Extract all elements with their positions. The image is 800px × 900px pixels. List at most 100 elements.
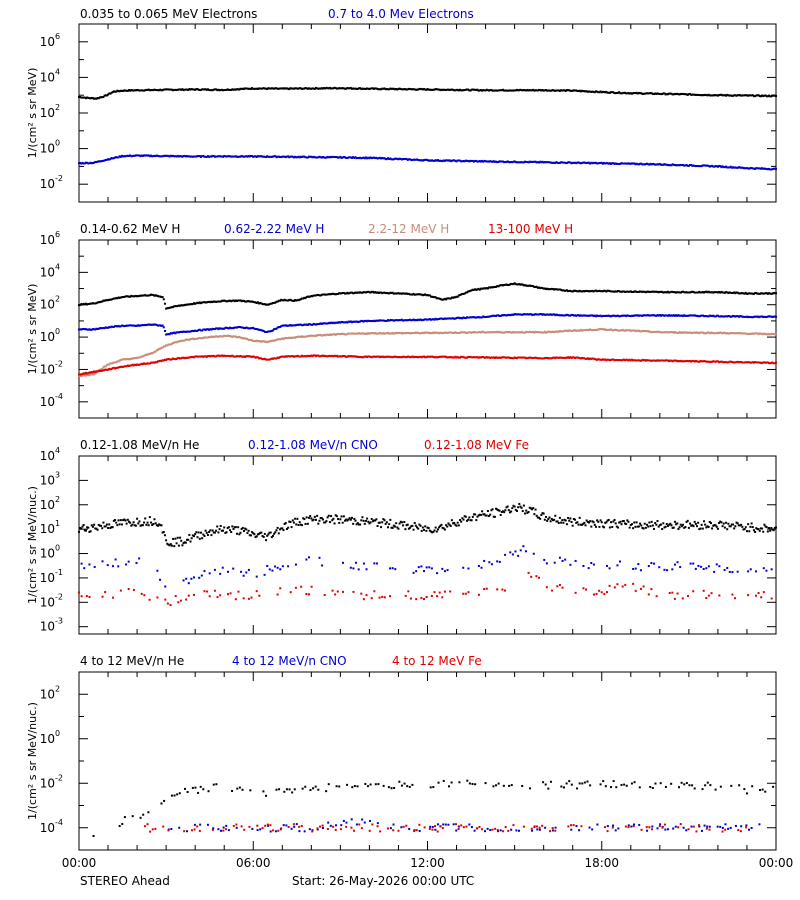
data-point <box>190 88 193 91</box>
data-point <box>662 359 665 362</box>
data-point <box>356 785 359 788</box>
data-point <box>248 300 251 303</box>
data-point <box>510 313 513 316</box>
data-point <box>619 560 622 563</box>
data-point <box>482 513 485 516</box>
data-point <box>518 283 521 286</box>
data-point <box>134 364 137 367</box>
data-point <box>136 517 139 520</box>
data-point <box>475 519 478 522</box>
data-point <box>622 314 625 317</box>
data-point <box>596 162 599 165</box>
data-point <box>137 294 140 297</box>
data-point <box>275 156 278 159</box>
data-point <box>148 294 151 297</box>
data-point <box>747 594 750 597</box>
data-point <box>80 595 83 598</box>
data-point <box>698 315 701 318</box>
data-point <box>564 356 567 359</box>
data-point <box>621 359 624 362</box>
data-point <box>382 355 385 358</box>
data-point <box>334 355 337 358</box>
data-point <box>658 92 661 95</box>
data-point <box>349 86 352 89</box>
data-point <box>704 315 707 318</box>
data-point <box>659 523 662 526</box>
data-point <box>360 332 363 335</box>
data-point <box>629 92 632 95</box>
data-point <box>246 532 249 535</box>
data-point <box>150 293 153 296</box>
data-point <box>749 167 752 170</box>
data-point <box>623 522 626 525</box>
data-point <box>462 356 465 359</box>
data-point <box>579 90 582 93</box>
data-point <box>470 316 473 319</box>
data-point <box>193 155 196 158</box>
data-point <box>745 94 748 97</box>
data-point <box>184 330 187 333</box>
data-point <box>134 294 137 297</box>
data-point <box>629 329 632 332</box>
data-point <box>768 527 771 530</box>
data-point <box>453 356 456 359</box>
data-point <box>529 507 532 510</box>
data-point <box>504 331 507 334</box>
data-point <box>416 526 419 529</box>
data-point <box>193 338 196 341</box>
data-point <box>519 161 522 164</box>
data-point <box>226 155 229 158</box>
data-point <box>721 94 724 97</box>
data-point <box>95 97 98 100</box>
data-point <box>150 352 153 355</box>
data-point <box>227 327 230 330</box>
data-point <box>443 570 446 573</box>
data-point <box>482 315 485 318</box>
data-point <box>648 291 651 294</box>
data-point <box>253 155 256 158</box>
data-point <box>567 161 570 164</box>
series-2 <box>78 313 777 336</box>
data-point <box>170 358 173 361</box>
data-point <box>117 519 120 522</box>
data-point <box>313 156 316 159</box>
data-point <box>270 155 273 158</box>
data-point <box>148 362 151 365</box>
data-point <box>557 522 560 525</box>
data-point <box>647 565 650 568</box>
data-point <box>772 362 775 365</box>
data-point <box>418 319 421 322</box>
data-point <box>117 156 120 159</box>
data-point <box>187 338 190 341</box>
data-point <box>306 87 309 90</box>
data-point <box>474 356 477 359</box>
data-point <box>766 168 769 171</box>
data-point <box>94 527 97 530</box>
data-point <box>127 364 130 367</box>
data-point <box>742 332 745 335</box>
data-point <box>619 315 622 318</box>
data-point <box>269 87 272 90</box>
data-point <box>231 789 234 792</box>
data-point <box>130 524 133 527</box>
data-point <box>204 336 207 339</box>
data-point <box>306 295 309 298</box>
data-point <box>490 315 493 318</box>
data-point <box>129 89 132 92</box>
data-point <box>680 290 683 293</box>
data-point <box>628 314 631 317</box>
data-point <box>159 155 162 158</box>
data-point <box>508 89 511 92</box>
data-point <box>583 781 586 784</box>
data-point <box>225 88 228 91</box>
data-point <box>186 357 189 360</box>
data-point <box>333 333 336 336</box>
data-point <box>80 562 83 565</box>
data-point <box>543 330 546 333</box>
data-point <box>203 328 206 331</box>
data-point <box>511 553 514 556</box>
data-point <box>330 321 333 324</box>
data-point <box>233 526 236 529</box>
data-point <box>253 327 256 330</box>
data-point <box>383 596 386 599</box>
